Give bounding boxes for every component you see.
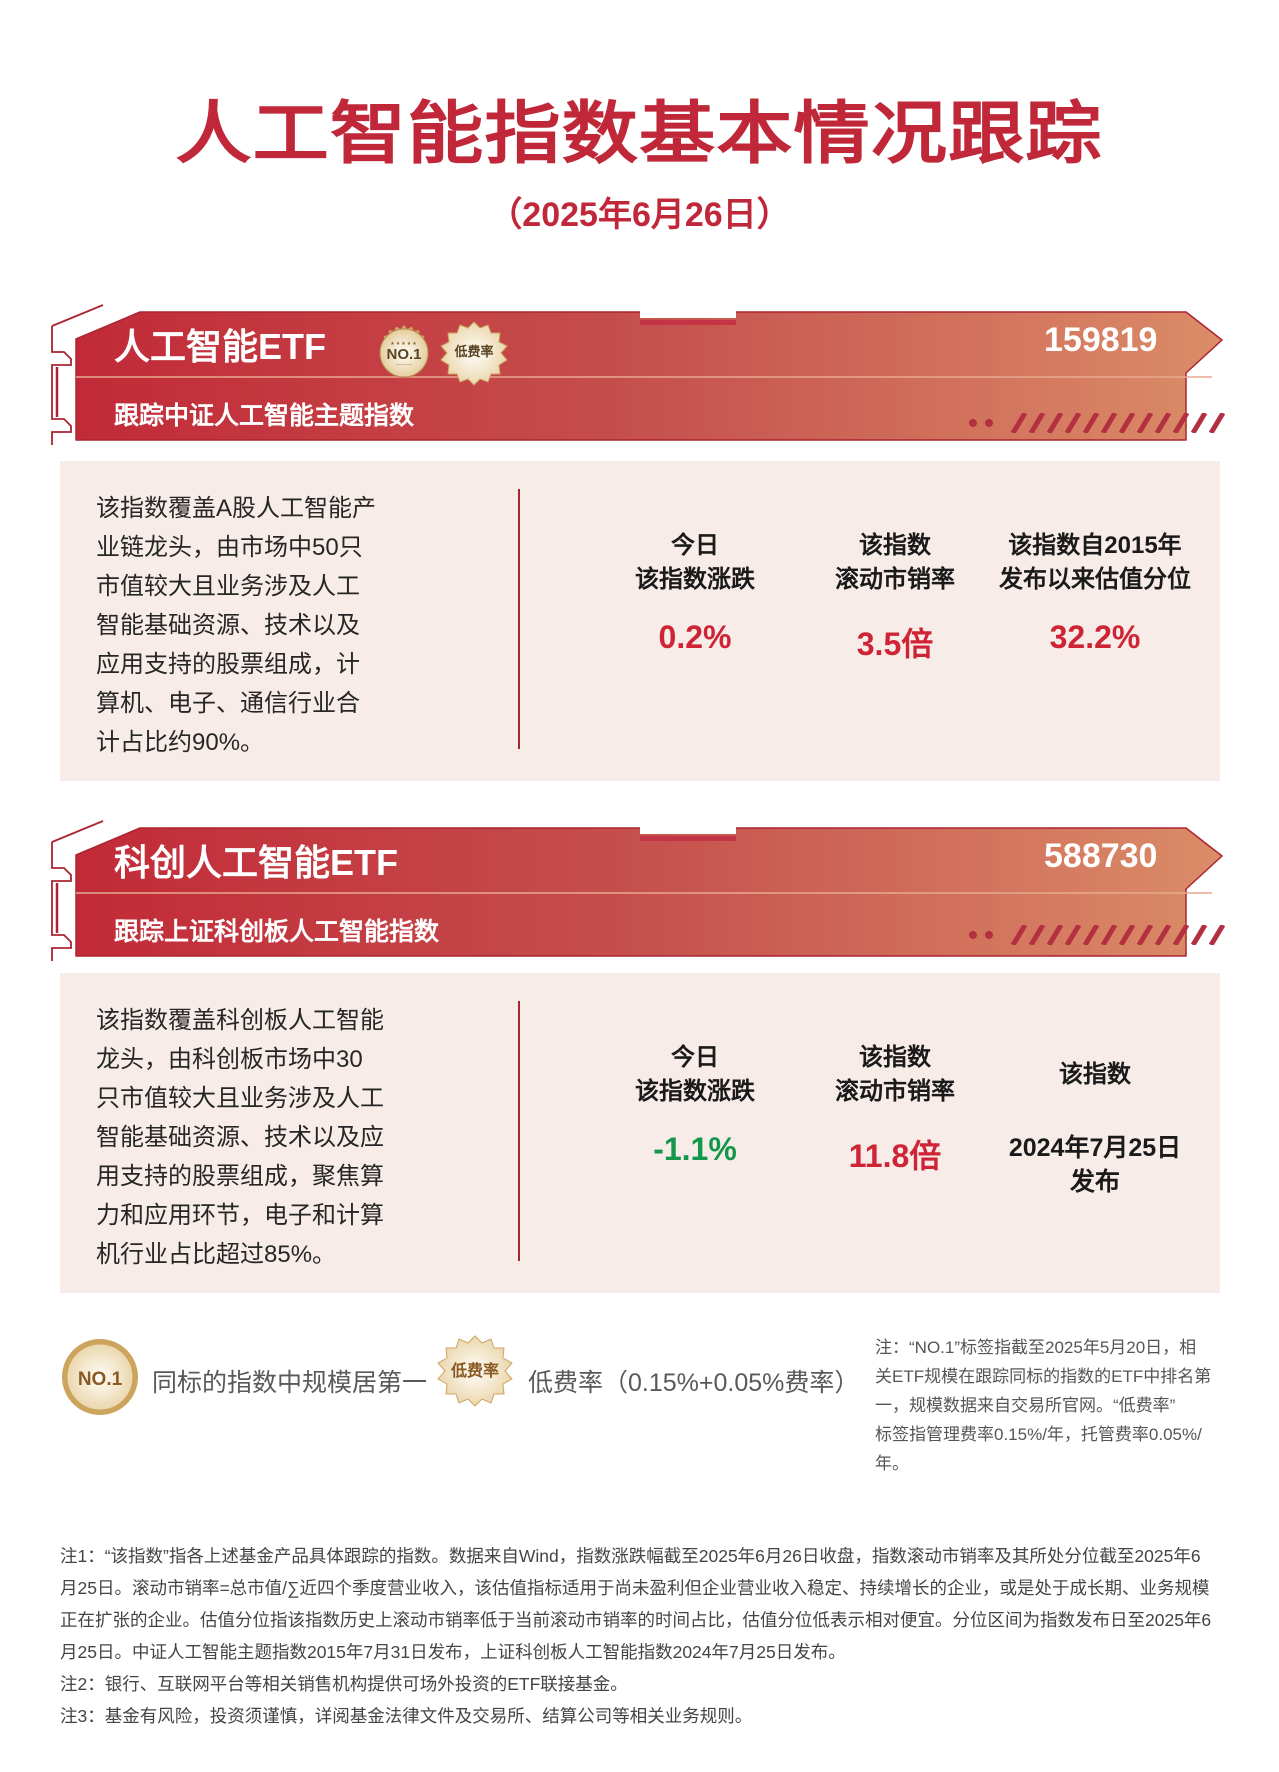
svg-text:ーーーー: ーーーー — [396, 362, 412, 367]
svg-text:低费率: 低费率 — [450, 1361, 499, 1380]
svg-text:NO.1: NO.1 — [386, 346, 421, 363]
svg-text:低费率: 低费率 — [453, 344, 493, 359]
svg-text:NO.1: NO.1 — [78, 1369, 123, 1390]
